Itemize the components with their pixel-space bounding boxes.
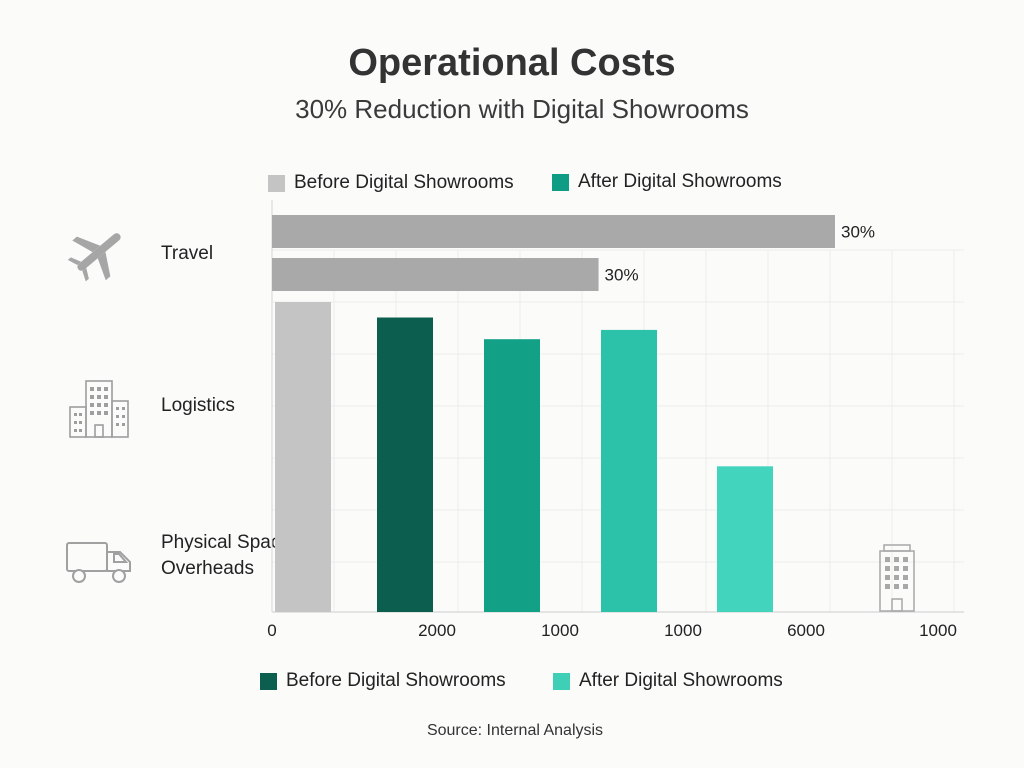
delivery-truck-icon — [66, 542, 131, 583]
chart-title: Operational Costs — [348, 42, 676, 84]
legend-swatch — [553, 672, 570, 690]
legend-top-after: After Digital Showrooms — [552, 171, 782, 193]
x-tick-label: 0 — [267, 621, 276, 640]
vertical-bars — [275, 302, 773, 612]
x-tick-label: 2000 — [418, 621, 456, 640]
building-icon — [879, 544, 915, 612]
horizontal-bar — [272, 215, 835, 248]
legend-top-before: Before Digital Showrooms — [268, 172, 514, 194]
x-tick-label: 1000 — [919, 621, 957, 640]
legend-swatch — [268, 174, 285, 192]
horizontal-bars: 30% 30% — [272, 215, 875, 291]
chart-subtitle: 30% Reduction with Digital Showrooms — [295, 94, 749, 124]
legend-bottom-after: After Digital Showrooms — [553, 670, 783, 692]
legend-swatch — [260, 672, 277, 690]
legend-label: After Digital Showrooms — [579, 670, 783, 691]
vertical-bar — [377, 317, 433, 612]
x-tick-label: 1000 — [541, 621, 579, 640]
office-building-icon — [69, 380, 129, 438]
vertical-bar — [601, 329, 657, 612]
x-tick-label: 1000 — [664, 621, 702, 640]
bar-data-label: 30% — [841, 223, 875, 242]
source-note: Source: Internal Analysis — [426, 722, 604, 739]
x-tick-label: 6000 — [787, 621, 825, 640]
legend-label: After Digital Showrooms — [578, 171, 782, 192]
category-label-logistics: Logistics — [161, 395, 235, 416]
legend-swatch — [552, 173, 569, 191]
vertical-bar — [275, 302, 331, 612]
legend-label: Before Digital Showrooms — [294, 172, 514, 193]
legend-bottom-before: Before Digital Showrooms — [260, 670, 506, 692]
x-axis-ticks: 0 2000 1000 1000 6000 1000 — [267, 621, 957, 640]
bar-data-label: 30% — [605, 266, 639, 285]
category-label-physical-space: Physical Space Overheads — [161, 532, 291, 579]
legend-label: Before Digital Showrooms — [286, 670, 506, 691]
horizontal-bar — [272, 258, 599, 291]
category-label-travel: Travel — [161, 243, 214, 264]
vertical-bar — [484, 339, 540, 612]
vertical-bar — [717, 466, 773, 612]
airplane-icon — [67, 233, 121, 282]
